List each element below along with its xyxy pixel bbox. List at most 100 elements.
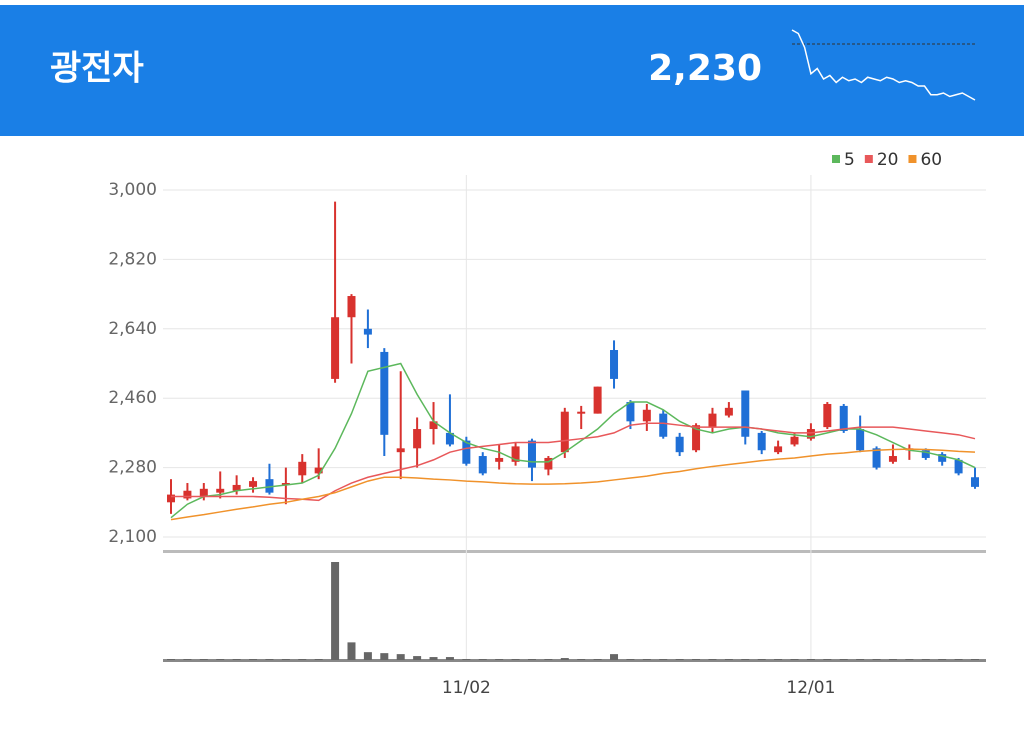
candle-body <box>839 405 848 431</box>
volume-bar <box>167 659 175 660</box>
volume-bar <box>495 659 504 660</box>
candle-body <box>790 436 799 445</box>
volume-bar <box>675 659 684 660</box>
volume-bar <box>905 659 914 660</box>
candle-body <box>527 440 536 468</box>
y-tick-label: 2,280 <box>108 458 157 478</box>
stock-name: 광전자 <box>50 49 144 89</box>
candle-body <box>757 432 766 451</box>
volume-bar <box>692 659 701 660</box>
volume-bar <box>757 659 766 660</box>
y-tick-label: 3,000 <box>108 180 157 200</box>
candle-body <box>298 461 307 476</box>
candle-body <box>429 421 438 430</box>
volume-bar <box>380 653 389 660</box>
candle-body <box>347 296 356 318</box>
candle-body <box>577 411 586 414</box>
candle-body <box>495 457 504 462</box>
candle-body <box>971 477 979 487</box>
x-tick-label: 12/01 <box>786 678 835 698</box>
y-tick-label: 2,460 <box>108 388 157 408</box>
candle-body <box>872 448 881 468</box>
volume-bar <box>199 659 208 660</box>
legend-label: 5 <box>844 150 855 170</box>
volume-bar <box>478 659 487 660</box>
y-tick-label: 2,100 <box>108 527 157 547</box>
volume-bar <box>856 659 865 660</box>
legend-swatch <box>832 155 840 163</box>
volume-bar <box>249 659 258 660</box>
volume-bar <box>281 659 290 660</box>
volume-bar <box>577 659 586 660</box>
volume-bar <box>527 659 536 660</box>
volume-bar <box>823 659 832 660</box>
volume-bar <box>413 656 422 660</box>
volume-bar <box>232 659 241 660</box>
volume-bar <box>971 659 979 660</box>
moving-average-line <box>171 422 976 502</box>
candle-body <box>363 328 372 335</box>
candle-body <box>396 448 405 453</box>
volume-bar <box>265 659 274 660</box>
candle-body <box>560 411 569 453</box>
candle-body <box>445 432 454 445</box>
legend-swatch <box>908 155 917 163</box>
candle-body <box>954 459 963 474</box>
volume-bar <box>560 658 569 660</box>
candle-body <box>708 413 717 428</box>
stock-price: 2,230 <box>648 48 762 89</box>
legend-label: 60 <box>920 150 942 170</box>
volume-bar <box>445 657 454 660</box>
candle-body <box>806 429 815 439</box>
volume-bar <box>888 659 897 660</box>
volume-bar <box>314 659 323 660</box>
candle-body <box>823 403 832 428</box>
volume-bar <box>462 659 471 660</box>
moving-average-line <box>170 362 976 519</box>
candle-body <box>462 440 471 464</box>
candle-body <box>938 454 947 462</box>
candle-body <box>380 351 389 435</box>
volume-bar <box>298 659 307 660</box>
candle-body <box>281 483 290 486</box>
candle-body <box>183 490 192 499</box>
volume-bar <box>347 642 356 660</box>
candle-body <box>888 456 897 462</box>
volume-bar <box>363 652 372 660</box>
candle-body <box>216 488 225 493</box>
volume-axis <box>163 659 986 662</box>
header-bar <box>0 5 1024 136</box>
volume-bar <box>921 659 930 660</box>
candle-body <box>167 494 175 503</box>
legend-swatch <box>864 155 873 163</box>
volume-bar <box>872 659 881 660</box>
volume-bar <box>659 659 668 660</box>
candle-body <box>544 457 553 470</box>
volume-bar <box>774 659 783 660</box>
candle-body <box>659 413 668 437</box>
volume-bar <box>544 659 553 660</box>
volume-bar <box>806 659 815 660</box>
candle-body <box>856 429 865 451</box>
candle-body <box>692 425 701 451</box>
volume-bar <box>954 659 963 660</box>
moving-average-line <box>170 448 976 521</box>
volume-bar <box>216 659 225 660</box>
volume-bar <box>790 659 799 660</box>
candle-body <box>232 484 241 491</box>
candle-body <box>724 407 733 416</box>
volume-bar <box>626 659 635 660</box>
candle-body <box>249 481 258 487</box>
volume-bar <box>708 659 717 660</box>
volume-bar <box>724 659 733 660</box>
y-tick-label: 2,820 <box>108 249 157 269</box>
legend-label: 20 <box>877 150 899 170</box>
candle-body <box>314 467 323 474</box>
volume-bar <box>429 657 438 660</box>
volume-bar <box>593 659 602 660</box>
candle-body <box>478 456 487 474</box>
candle-body <box>774 446 783 453</box>
volume-bar <box>839 659 848 660</box>
